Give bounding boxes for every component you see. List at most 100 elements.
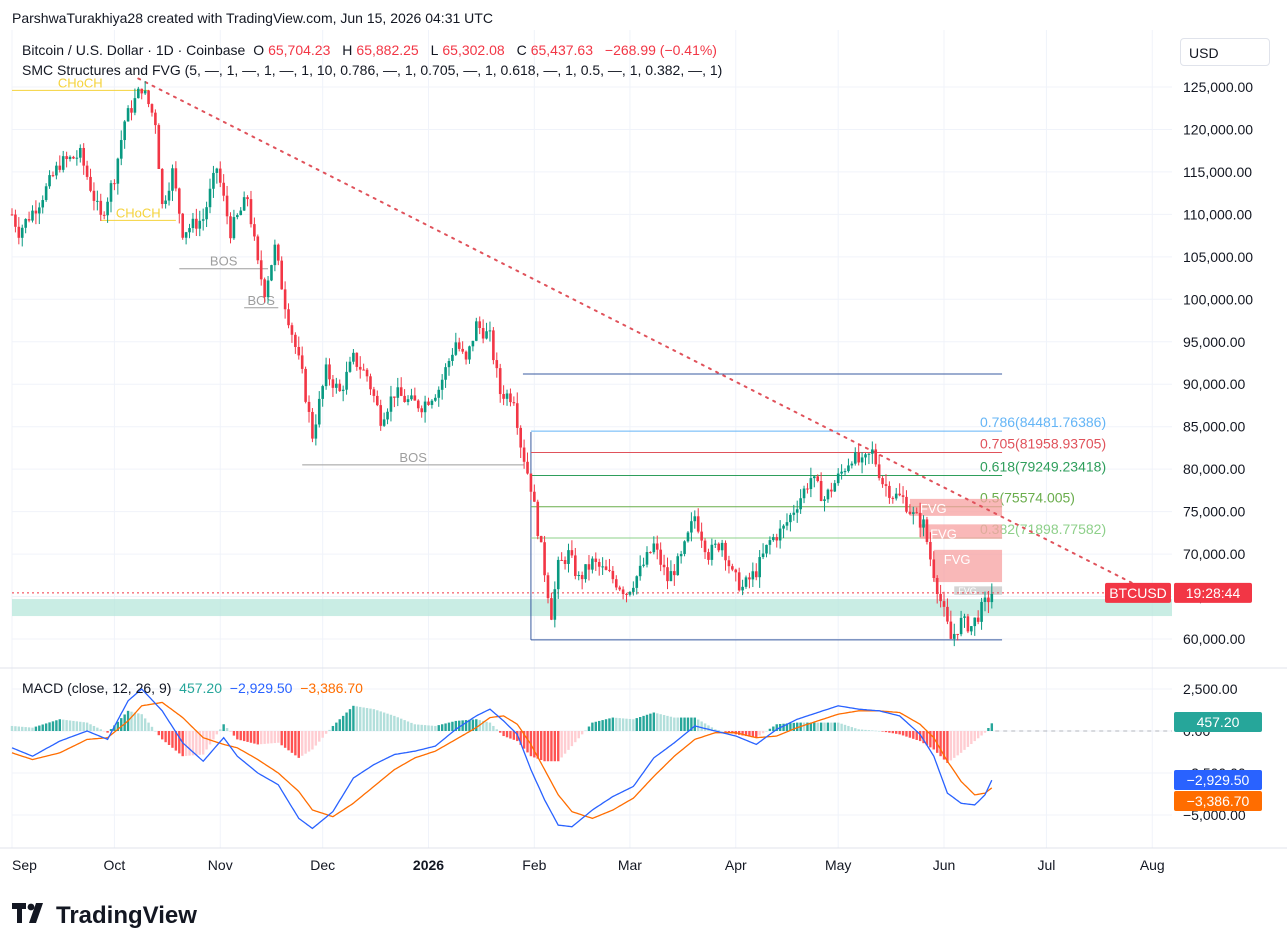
candle-body — [89, 176, 92, 191]
macd-histogram-bar — [283, 731, 287, 748]
macd-histogram-bar — [973, 731, 976, 742]
macd-value-tag — [1174, 770, 1262, 790]
candle-body — [560, 559, 563, 561]
macd-value-tag-label: 457.20 — [1197, 714, 1240, 730]
macd-histogram-bar — [362, 707, 365, 731]
candle-body — [959, 617, 963, 635]
macd-histogram-bar — [806, 722, 809, 731]
macd-histogram-bar — [253, 731, 256, 744]
tradingview-logo[interactable]: TradingView — [12, 902, 197, 930]
candle-body — [758, 557, 761, 578]
macd-histogram-bar — [765, 731, 768, 732]
price-axis-label: 80,000.00 — [1183, 461, 1245, 477]
candle-body — [123, 121, 126, 141]
macd-histogram-bar — [256, 731, 260, 745]
candle-body — [843, 471, 847, 473]
macd-title: MACD (close, 12, 26, 9) — [22, 680, 172, 696]
candle-body — [396, 387, 400, 398]
macd-histogram-bar — [427, 725, 430, 731]
candle-body — [655, 543, 659, 550]
candle-body — [792, 512, 796, 515]
macd-histogram-bar — [717, 730, 720, 731]
macd-histogram-bar — [522, 731, 526, 749]
candle-body — [526, 461, 529, 474]
candle-body — [857, 452, 860, 463]
candle-body — [604, 566, 608, 570]
candle-body — [911, 512, 915, 514]
candle-body — [775, 537, 779, 541]
macd-histogram-bar — [526, 731, 529, 753]
macd-histogram-bar — [178, 731, 181, 754]
fib-level-label: 0.618(79249.23418) — [980, 459, 1106, 475]
candle-body — [676, 556, 680, 576]
candle-body — [311, 411, 314, 439]
candle-body — [799, 498, 802, 510]
candle-body — [218, 168, 222, 183]
macd-histogram-bar — [577, 731, 580, 739]
fvg-label: FVG — [930, 526, 957, 541]
macd-histogram-bar — [918, 731, 922, 742]
macd-histogram-bar — [816, 722, 819, 731]
candle-body — [659, 549, 662, 565]
price-axis-label: 70,000.00 — [1183, 546, 1245, 562]
candle-body — [106, 201, 109, 216]
macd-histogram — [10, 705, 994, 763]
candle-body — [27, 219, 31, 221]
candle-body — [266, 280, 270, 298]
candle-body — [925, 519, 929, 542]
candle-body — [765, 544, 768, 554]
ohlc-high: H 65,882.25 — [342, 42, 419, 58]
macd-histogram-bar — [615, 717, 618, 731]
fvg-label-small: FVG — [958, 586, 977, 596]
candle-body — [939, 593, 942, 602]
macd-histogram-bar — [130, 711, 133, 731]
fvg-zone — [920, 524, 1003, 539]
macd-histogram-bar — [359, 706, 362, 731]
macd-histogram-bar — [748, 731, 751, 737]
candle-body — [253, 224, 256, 237]
candle-body — [48, 175, 51, 187]
macd-histogram-bar — [420, 724, 423, 731]
macd-histogram-bar — [836, 722, 840, 731]
candle-body — [529, 473, 533, 492]
macd-histogram-bar — [345, 712, 348, 731]
macd-histogram-bar — [150, 726, 154, 731]
macd-histogram-bar — [55, 720, 58, 731]
candle-body — [270, 265, 273, 281]
macd-histogram-bar — [860, 729, 864, 731]
macd-histogram-bar — [833, 722, 836, 731]
candle-body — [72, 156, 75, 159]
candle-body — [440, 379, 444, 390]
candle-body — [611, 570, 615, 580]
candle-body — [283, 289, 287, 310]
candle-body — [816, 476, 820, 482]
macd-histogram-bar — [184, 731, 188, 756]
candle-body — [649, 552, 652, 554]
macd-histogram-bar — [888, 731, 891, 733]
macd-histogram-bar — [949, 731, 953, 761]
macd-histogram-bar — [195, 731, 198, 756]
candle-body — [375, 395, 379, 406]
macd-histogram-bar — [884, 731, 888, 733]
candle-body — [314, 424, 318, 439]
countdown-tag — [1174, 582, 1252, 603]
currency-selector[interactable]: USD — [1180, 38, 1270, 66]
candle-body — [41, 200, 45, 208]
candle-body — [229, 216, 232, 239]
candle-body — [96, 200, 99, 202]
macd-line-value: −2,929.50 — [229, 680, 293, 696]
candle-body — [201, 219, 205, 221]
candle-body — [399, 387, 403, 396]
macd-histogram-bar — [413, 724, 417, 731]
macd-histogram-bar — [697, 719, 700, 731]
candle-body — [300, 355, 304, 369]
macd-histogram-bar — [82, 722, 85, 731]
candle-body — [567, 550, 570, 564]
candle-body — [894, 493, 898, 499]
macd-histogram-bar — [840, 723, 843, 731]
candle-body — [24, 219, 27, 228]
candle-body — [85, 165, 89, 177]
candle-body — [236, 215, 239, 218]
candle-body — [864, 454, 867, 458]
